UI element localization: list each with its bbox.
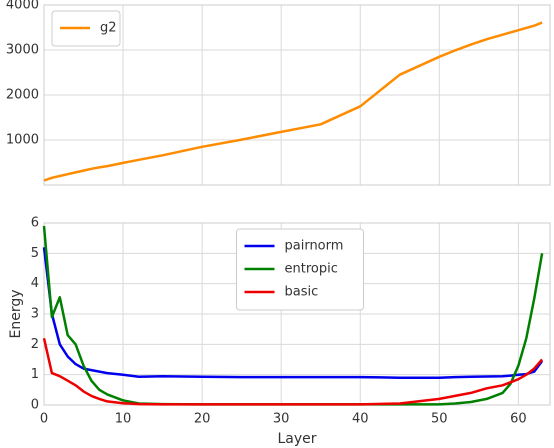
series-line <box>43 21 543 182</box>
legend-box <box>236 228 364 311</box>
legend-label: basic <box>285 285 319 300</box>
plot-frame <box>43 4 551 186</box>
y-tick-label: 3 <box>31 307 39 322</box>
x-tick-label: 20 <box>194 412 211 427</box>
x-tick-label: 0 <box>40 412 48 427</box>
x-axis-label: Layer <box>277 431 316 447</box>
y-tick-label: 2000 <box>6 88 39 103</box>
x-tick-label: 10 <box>115 412 132 427</box>
y-tick-label: 2 <box>31 337 39 352</box>
x-tick-label: 40 <box>352 412 369 427</box>
y-tick-label: 5 <box>31 246 39 261</box>
x-tick-label: 50 <box>431 412 448 427</box>
legend-label: pairnorm <box>285 239 344 254</box>
legend-label: entropic <box>285 262 338 277</box>
y-tick-label: 4000 <box>6 0 39 13</box>
y-tick-label: 1 <box>31 367 39 382</box>
legend: pairnorm entropic basic <box>236 228 364 311</box>
y-tick-label: 6 <box>31 216 39 231</box>
x-tick-label: 60 <box>510 412 527 427</box>
x-tick-label: 30 <box>273 412 290 427</box>
y-tick-label: 1000 <box>6 133 39 148</box>
y-tick-label: 0 <box>31 398 39 413</box>
series-line <box>42 338 544 406</box>
y-axis-label: Energy <box>8 289 24 338</box>
series-line <box>42 247 544 379</box>
legend: g2 <box>51 10 121 47</box>
legend-label: g2 <box>100 21 117 36</box>
y-tick-label: 4 <box>31 276 39 291</box>
y-tick-label: 3000 <box>6 43 39 58</box>
